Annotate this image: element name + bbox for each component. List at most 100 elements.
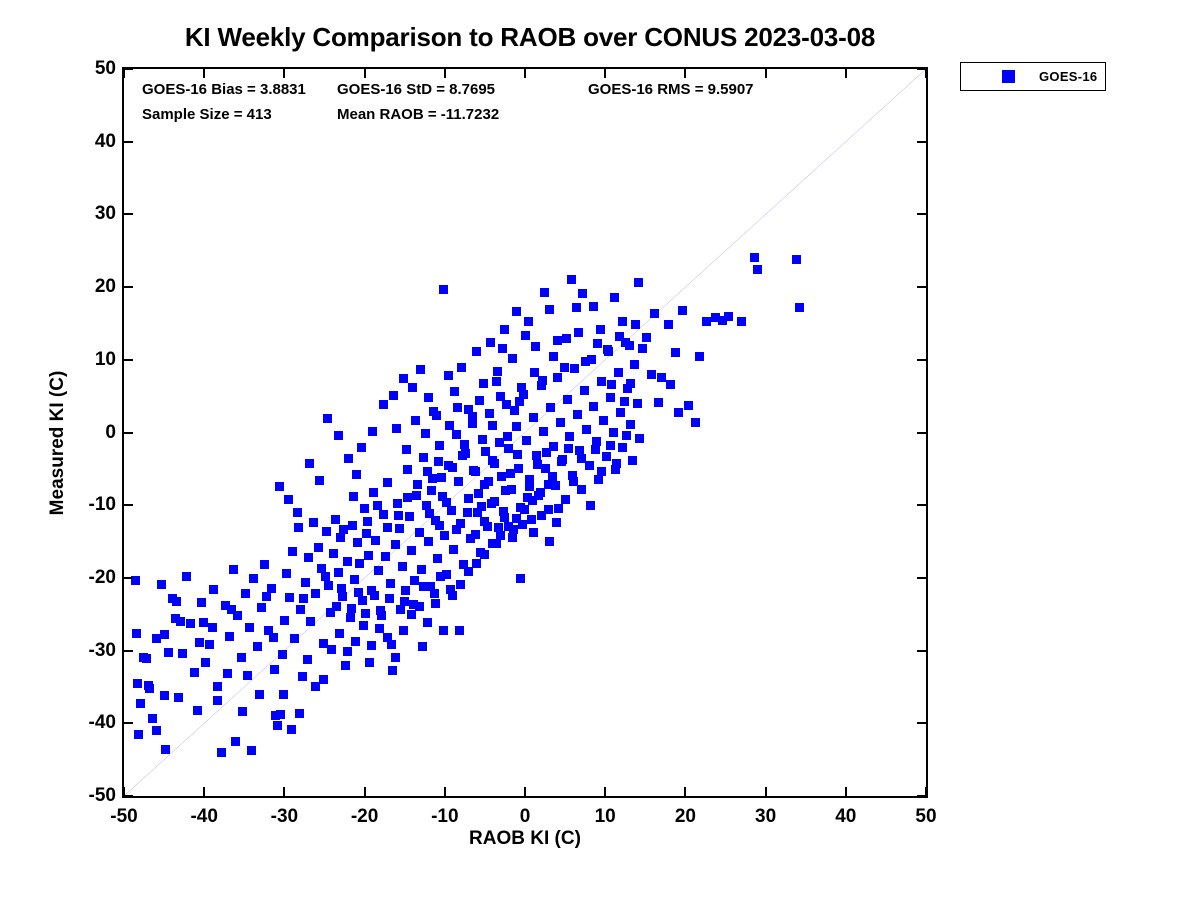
x-tick-label: -30 xyxy=(270,806,299,827)
data-point xyxy=(560,494,570,504)
data-point xyxy=(541,464,551,474)
data-point xyxy=(571,302,581,312)
data-point xyxy=(551,518,561,528)
data-point xyxy=(328,549,338,559)
data-point xyxy=(423,617,433,627)
data-point xyxy=(575,446,585,456)
data-point xyxy=(656,372,666,382)
data-point xyxy=(141,654,151,664)
data-point xyxy=(402,465,412,475)
data-point xyxy=(623,384,633,394)
data-point xyxy=(226,605,236,615)
data-point xyxy=(737,317,747,327)
data-point xyxy=(315,475,325,485)
data-point xyxy=(581,356,591,366)
data-point xyxy=(278,649,288,659)
data-point xyxy=(533,459,543,469)
data-point xyxy=(170,614,180,624)
data-point xyxy=(647,369,657,379)
data-point xyxy=(436,571,446,581)
data-point xyxy=(429,589,439,599)
x-tick-label: -50 xyxy=(110,806,138,827)
data-point xyxy=(167,594,177,604)
data-point xyxy=(290,634,300,644)
data-point xyxy=(198,618,208,628)
data-point xyxy=(136,699,146,709)
data-point xyxy=(522,435,532,445)
data-point xyxy=(327,645,337,655)
page-title: KI Weekly Comparison to RAOB over CONUS … xyxy=(184,22,876,52)
data-point xyxy=(465,534,475,544)
data-point xyxy=(545,305,555,315)
data-point xyxy=(333,568,343,578)
data-point xyxy=(295,604,305,614)
data-point xyxy=(576,454,586,464)
data-point xyxy=(392,423,402,433)
data-point xyxy=(562,334,572,344)
data-point xyxy=(473,489,483,499)
x-tick-label: -40 xyxy=(190,806,218,827)
data-point xyxy=(356,443,366,453)
data-point xyxy=(378,510,388,520)
data-point xyxy=(611,465,621,475)
data-point xyxy=(403,493,413,503)
data-point xyxy=(236,653,246,663)
data-point xyxy=(535,487,545,497)
data-point xyxy=(563,394,572,404)
data-point xyxy=(405,512,414,522)
data-point xyxy=(224,632,234,642)
y-tick-mark xyxy=(917,649,926,652)
data-point xyxy=(331,514,341,524)
legend-swatch-goes16 xyxy=(1002,70,1015,83)
x-tick-mark xyxy=(764,787,767,796)
goes16-rms: GOES-16 RMS = 9.5907 xyxy=(588,81,754,98)
data-point xyxy=(451,430,461,440)
data-point xyxy=(143,680,153,690)
data-point xyxy=(555,417,565,427)
x-tick-mark xyxy=(203,69,206,78)
data-point xyxy=(630,359,640,369)
data-point xyxy=(303,654,313,664)
data-point xyxy=(724,311,734,321)
x-tick-mark xyxy=(123,69,125,78)
data-point xyxy=(613,368,623,378)
data-point xyxy=(412,490,422,500)
data-point xyxy=(567,470,577,480)
data-point xyxy=(611,458,621,468)
data-point xyxy=(398,374,408,384)
data-point xyxy=(220,601,230,611)
data-point xyxy=(348,491,358,501)
data-point xyxy=(133,730,143,740)
data-point xyxy=(252,642,262,652)
y-tick-label: 40 xyxy=(94,130,116,152)
data-point xyxy=(526,515,536,525)
data-point xyxy=(332,601,342,611)
data-point xyxy=(454,625,464,635)
data-point xyxy=(348,521,358,531)
data-point xyxy=(385,579,395,589)
data-point xyxy=(525,481,535,491)
x-tick-mark xyxy=(443,787,446,796)
data-point xyxy=(511,513,521,523)
data-point xyxy=(494,438,504,448)
data-point xyxy=(554,503,564,513)
y-tick-mark xyxy=(124,431,133,434)
data-point xyxy=(130,575,140,585)
data-point xyxy=(637,343,647,353)
data-point xyxy=(508,532,518,542)
x-tick-mark xyxy=(443,69,446,78)
data-point xyxy=(631,320,641,330)
x-tick-mark xyxy=(844,787,847,796)
data-point xyxy=(271,710,281,720)
y-tick-mark xyxy=(917,431,926,434)
data-point xyxy=(591,437,601,447)
data-point xyxy=(308,518,318,528)
y-tick-mark xyxy=(917,140,926,143)
data-point xyxy=(407,610,417,620)
data-point xyxy=(514,397,524,407)
data-point xyxy=(393,510,403,520)
y-tick-mark xyxy=(124,358,133,361)
data-point xyxy=(513,449,523,459)
data-point xyxy=(382,522,392,532)
data-point xyxy=(553,372,563,382)
